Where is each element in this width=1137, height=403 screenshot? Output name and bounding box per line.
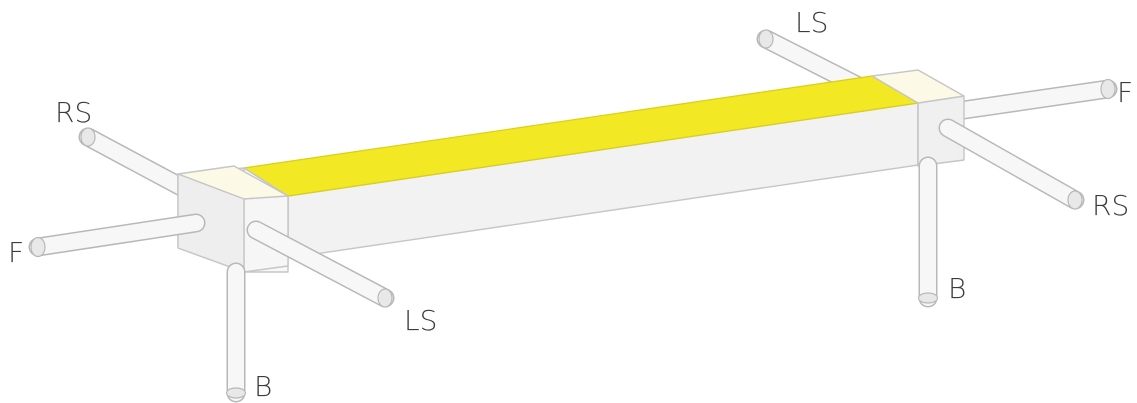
label-right-f: F <box>1117 76 1133 109</box>
left-b-rod <box>225 262 247 403</box>
label-left-ls: LS <box>404 304 437 337</box>
right-f-rod <box>940 78 1118 122</box>
beam <box>242 75 920 259</box>
label-left-f: F <box>8 236 24 269</box>
label-right-b: B <box>948 272 966 305</box>
right-rs-rod <box>938 118 1085 210</box>
label-right-rs: RS <box>1092 189 1129 222</box>
left-ls-rod <box>246 220 395 308</box>
left-f-rod <box>28 213 206 258</box>
label-left-rs: RS <box>55 96 92 129</box>
right-b-rod <box>917 156 939 308</box>
label-left-b: B <box>254 370 272 403</box>
label-right-ls: LS <box>795 6 828 39</box>
